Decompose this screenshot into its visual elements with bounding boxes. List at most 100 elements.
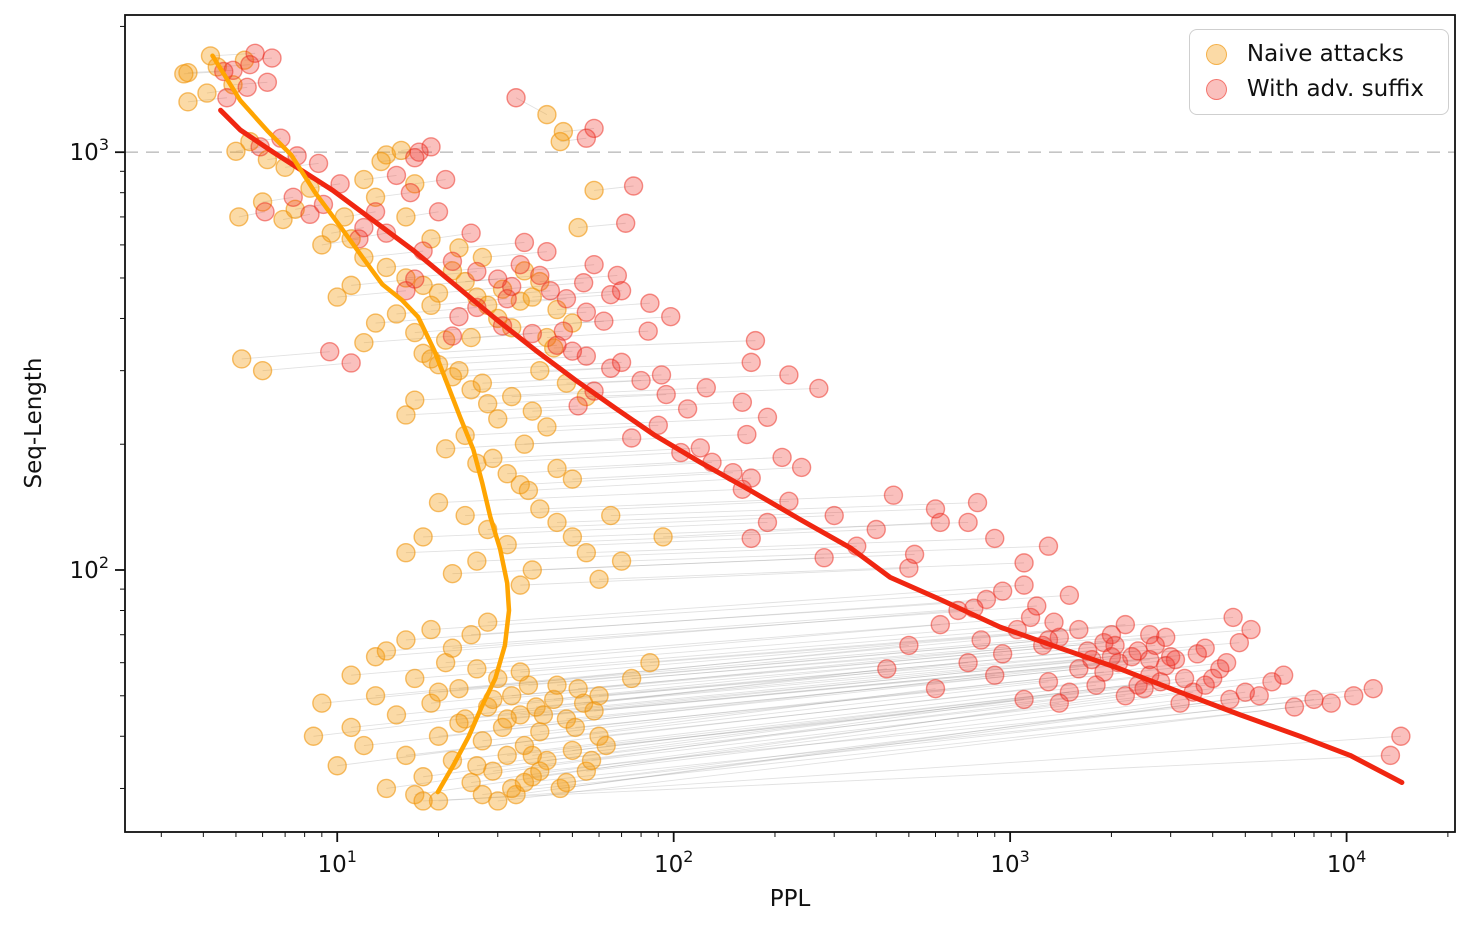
adv-suffix-point: [661, 306, 681, 327]
naive-attack-point: [472, 731, 493, 751]
naive-attack-point: [488, 409, 508, 429]
naive-attack-point: [428, 726, 449, 746]
adv-suffix-point: [576, 128, 597, 148]
x-tick-label: 103: [990, 847, 1029, 878]
adv-suffix-point: [1140, 649, 1160, 670]
pair-connector-line: [663, 521, 941, 538]
naive-attack-point: [442, 563, 463, 584]
pair-connector-line: [520, 472, 733, 486]
naive-attack-point: [472, 784, 493, 805]
naive-attack-point: [510, 662, 530, 682]
pair-connector-line: [471, 380, 642, 391]
pair-connector-line: [458, 636, 1060, 690]
naive-attack-point: [510, 575, 530, 595]
adv-suffix-point: [615, 213, 636, 233]
pair-connector-line: [497, 629, 1079, 679]
naive-attack-point: [327, 287, 347, 307]
pair-connector-line: [583, 647, 1206, 704]
naive-attack-point: [386, 705, 407, 725]
pair-connector-line: [572, 521, 969, 538]
naive-attack-point: [421, 693, 441, 713]
adv-suffix-point: [601, 358, 621, 378]
naive-attack-point: [413, 791, 433, 811]
pair-connector-line: [515, 97, 548, 116]
adv-suffix-point: [1241, 619, 1261, 640]
pair-connector-line: [487, 394, 667, 405]
pair-connector-line: [482, 702, 1332, 796]
naive-attack-point: [197, 83, 217, 103]
adv-suffix-point: [737, 424, 757, 445]
pair-connector-line: [458, 242, 525, 249]
naive-attack-point: [231, 349, 252, 369]
y-axis-title: Seq-Length: [21, 357, 47, 489]
pair-connector-line: [578, 222, 626, 229]
adv-suffix-point: [257, 72, 278, 92]
pair-connector-line: [599, 642, 1240, 697]
naive-attack-point: [533, 705, 554, 725]
adv-suffix-point: [814, 548, 834, 568]
adv-suffix-point: [283, 187, 303, 207]
adv-suffix-point: [824, 505, 844, 526]
pair-connector-line: [414, 629, 1018, 679]
naive-attack-point: [530, 722, 550, 742]
adv-suffix-point: [1069, 659, 1089, 679]
pair-connector-line: [546, 330, 649, 339]
adv-suffix-point: [537, 241, 557, 262]
naive-attack-point: [518, 480, 539, 501]
adv-suffix-point: [651, 365, 672, 385]
pair-connector-line: [572, 678, 1213, 751]
adv-suffix-point: [386, 165, 407, 186]
adv-suffix-point: [530, 265, 550, 286]
naive-attack-point: [522, 287, 542, 307]
adv-suffix-point: [732, 392, 753, 412]
adv-suffix-point: [354, 217, 374, 238]
naive-attack-point: [413, 527, 433, 547]
naive-attack-point: [252, 360, 273, 381]
pair-connector-line: [539, 274, 618, 283]
adv-suffix-point: [971, 630, 991, 650]
pair-connector-line: [649, 616, 1234, 664]
naive-attack-point: [428, 492, 449, 513]
naive-attack-point: [405, 390, 425, 410]
pair-connector-line: [241, 351, 330, 360]
naive-attack-point: [312, 235, 332, 255]
pair-connector-line: [295, 203, 324, 210]
naive-attack-point: [547, 512, 567, 533]
pair-connector-line: [445, 616, 1031, 664]
naive-attack-point: [376, 641, 397, 661]
adv-suffix-point: [1160, 647, 1181, 667]
pair-connector-line: [532, 553, 915, 571]
naive-attack-point: [544, 338, 564, 358]
naive-attack-point: [497, 709, 517, 729]
naive-attack-point: [483, 448, 503, 469]
naive-attack-point: [354, 169, 374, 190]
adv-suffix-point: [640, 293, 660, 313]
naive-attack-point: [341, 665, 361, 685]
pair-connector-line: [586, 387, 819, 398]
naive-attack-point: [461, 625, 481, 645]
adv-suffix-point: [772, 447, 792, 468]
adv-suffix-point: [1195, 675, 1215, 695]
pair-connector-line: [566, 695, 1260, 783]
pair-connector-line: [206, 86, 248, 94]
naive-attack-point: [285, 199, 305, 220]
adv-suffix-point: [1049, 693, 1070, 713]
pair-connector-line: [430, 232, 472, 240]
pair-connector-line: [543, 656, 1171, 716]
naive-attack-point: [467, 756, 487, 776]
pair-connector-line: [532, 691, 1194, 778]
naive-attack-point: [573, 693, 594, 713]
adv-suffix-point: [1249, 686, 1269, 706]
naive-attack-point: [396, 543, 416, 563]
adv-suffix-point: [809, 378, 829, 399]
pair-connector-line: [375, 639, 982, 697]
adv-suffix-point: [925, 678, 946, 699]
adv-suffix-point: [341, 353, 361, 373]
adv-suffix-point: [656, 384, 676, 405]
pair-connector-line: [553, 644, 1156, 700]
adv-suffix-point: [611, 281, 632, 301]
naive-attack-point: [562, 469, 583, 489]
y-tick-label: 102: [70, 553, 109, 584]
pair-connector-line: [539, 665, 1166, 733]
pair-connector-line: [313, 668, 887, 737]
